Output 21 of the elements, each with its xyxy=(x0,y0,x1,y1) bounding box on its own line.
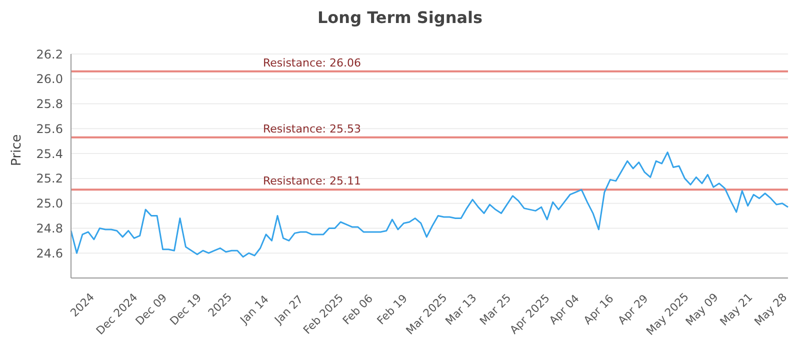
y-tick-label: 25.0 xyxy=(36,196,63,211)
x-tick-label: Dec 19 xyxy=(167,291,204,328)
y-tick-label: 25.8 xyxy=(36,97,63,112)
x-tick-label: Apr 29 xyxy=(616,292,651,328)
ref-line-label: Resistance: 25.53 xyxy=(263,122,361,136)
y-tick-label: 25.4 xyxy=(36,146,63,161)
line-series xyxy=(70,152,789,258)
chart-title: Long Term Signals xyxy=(316,8,484,29)
y-tick-label: 25.2 xyxy=(36,172,63,186)
x-tick-label: Apr 16 xyxy=(581,292,616,328)
y-tick-label: 25.6 xyxy=(36,122,63,136)
y-tick-label: 24.8 xyxy=(36,221,63,236)
y-tick-label: 26.2 xyxy=(36,47,63,62)
ref-line-label: Resistance: 25.11 xyxy=(263,174,361,188)
y-tick-label: 26.0 xyxy=(36,72,63,86)
x-tick-label: Feb 19 xyxy=(374,292,410,328)
x-tick-label: Jan 14 xyxy=(237,292,272,328)
y-axis-title: Price xyxy=(10,134,25,166)
x-tick-label: Jan 27 xyxy=(271,292,306,328)
y-tick-label: 24.6 xyxy=(36,246,63,260)
ref-line-label: Resistance: 26.06 xyxy=(263,56,361,70)
